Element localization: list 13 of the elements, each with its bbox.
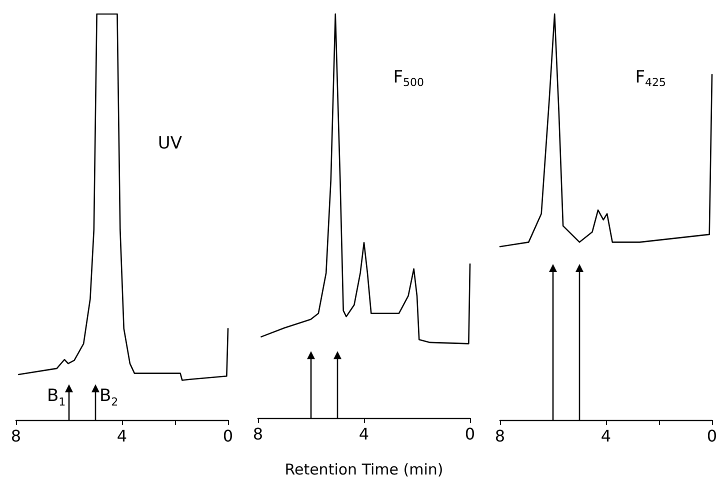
x-tick-label: 0 xyxy=(706,426,718,446)
text: UV xyxy=(158,134,182,154)
x-tick-label: 4 xyxy=(116,426,128,446)
x-tick-label: 0 xyxy=(222,426,234,446)
x-tick-label: 4 xyxy=(358,424,370,444)
ref-line-label: B$_{2}$ xyxy=(100,386,118,409)
x-axis-title: Retention Time (min) xyxy=(284,460,444,478)
x-tick-label: 0 xyxy=(464,424,476,444)
x-tick-label: 8 xyxy=(10,426,22,446)
x-tick-label: 4 xyxy=(600,426,612,446)
x-tick-label: 8 xyxy=(252,424,264,444)
x-tick-label: 8 xyxy=(494,426,506,446)
ref-line-label: B$_{1}$ xyxy=(47,386,66,409)
